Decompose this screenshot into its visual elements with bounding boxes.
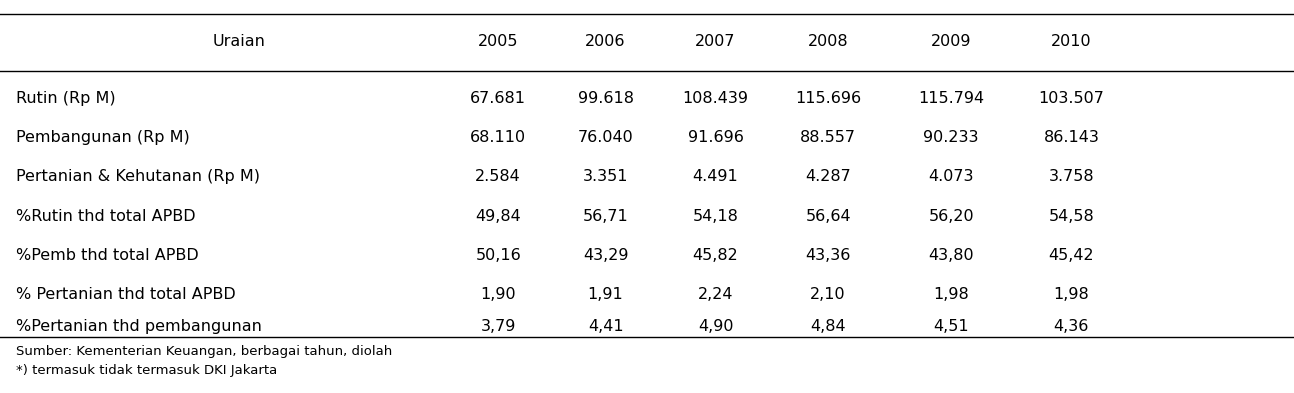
Text: 4.491: 4.491 xyxy=(692,169,739,184)
Text: 108.439: 108.439 xyxy=(682,91,749,106)
Text: %Pemb thd total APBD: %Pemb thd total APBD xyxy=(16,248,198,263)
Text: 54,18: 54,18 xyxy=(692,209,739,224)
Text: 2006: 2006 xyxy=(585,34,626,49)
Text: 3.758: 3.758 xyxy=(1048,169,1095,184)
Text: 3,79: 3,79 xyxy=(480,320,516,334)
Text: 115.794: 115.794 xyxy=(917,91,985,106)
Text: 1,98: 1,98 xyxy=(933,287,969,302)
Text: 4,90: 4,90 xyxy=(697,320,734,334)
Text: 43,80: 43,80 xyxy=(928,248,974,263)
Text: Pertanian & Kehutanan (Rp M): Pertanian & Kehutanan (Rp M) xyxy=(16,169,260,184)
Text: 1,91: 1,91 xyxy=(587,287,624,302)
Text: % Pertanian thd total APBD: % Pertanian thd total APBD xyxy=(16,287,236,302)
Text: 3.351: 3.351 xyxy=(582,169,629,184)
Text: 86.143: 86.143 xyxy=(1043,130,1100,145)
Text: 1,98: 1,98 xyxy=(1053,287,1090,302)
Text: 1,90: 1,90 xyxy=(480,287,516,302)
Text: 2.584: 2.584 xyxy=(475,169,521,184)
Text: 4.073: 4.073 xyxy=(928,169,974,184)
Text: 2008: 2008 xyxy=(807,34,849,49)
Text: 45,42: 45,42 xyxy=(1048,248,1095,263)
Text: 50,16: 50,16 xyxy=(475,248,521,263)
Text: 2010: 2010 xyxy=(1051,34,1092,49)
Text: 4,36: 4,36 xyxy=(1053,320,1090,334)
Text: 68.110: 68.110 xyxy=(470,130,527,145)
Text: Sumber: Kementerian Keuangan, berbagai tahun, diolah: Sumber: Kementerian Keuangan, berbagai t… xyxy=(16,345,392,358)
Text: 90.233: 90.233 xyxy=(924,130,978,145)
Text: 45,82: 45,82 xyxy=(692,248,739,263)
Text: Rutin (Rp M): Rutin (Rp M) xyxy=(16,91,115,106)
Text: Pembangunan (Rp M): Pembangunan (Rp M) xyxy=(16,130,189,145)
Text: 2005: 2005 xyxy=(477,34,519,49)
Text: 2007: 2007 xyxy=(695,34,736,49)
Text: 99.618: 99.618 xyxy=(577,91,634,106)
Text: 4,84: 4,84 xyxy=(810,320,846,334)
Text: 2,24: 2,24 xyxy=(697,287,734,302)
Text: 56,20: 56,20 xyxy=(928,209,974,224)
Text: 103.507: 103.507 xyxy=(1039,91,1104,106)
Text: 4,41: 4,41 xyxy=(587,320,624,334)
Text: 56,71: 56,71 xyxy=(582,209,629,224)
Text: 56,64: 56,64 xyxy=(805,209,851,224)
Text: %Pertanian thd pembangunan: %Pertanian thd pembangunan xyxy=(16,320,261,334)
Text: 91.696: 91.696 xyxy=(687,130,744,145)
Text: 43,36: 43,36 xyxy=(805,248,851,263)
Text: 4,51: 4,51 xyxy=(933,320,969,334)
Text: 2009: 2009 xyxy=(930,34,972,49)
Text: 54,58: 54,58 xyxy=(1048,209,1095,224)
Text: 43,29: 43,29 xyxy=(582,248,629,263)
Text: 67.681: 67.681 xyxy=(470,91,527,106)
Text: 88.557: 88.557 xyxy=(800,130,857,145)
Text: Uraian: Uraian xyxy=(214,34,265,49)
Text: 49,84: 49,84 xyxy=(475,209,521,224)
Text: 76.040: 76.040 xyxy=(577,130,634,145)
Text: 115.696: 115.696 xyxy=(795,91,862,106)
Text: %Rutin thd total APBD: %Rutin thd total APBD xyxy=(16,209,195,224)
Text: 2,10: 2,10 xyxy=(810,287,846,302)
Text: 4.287: 4.287 xyxy=(805,169,851,184)
Text: *) termasuk tidak termasuk DKI Jakarta: *) termasuk tidak termasuk DKI Jakarta xyxy=(16,364,277,377)
